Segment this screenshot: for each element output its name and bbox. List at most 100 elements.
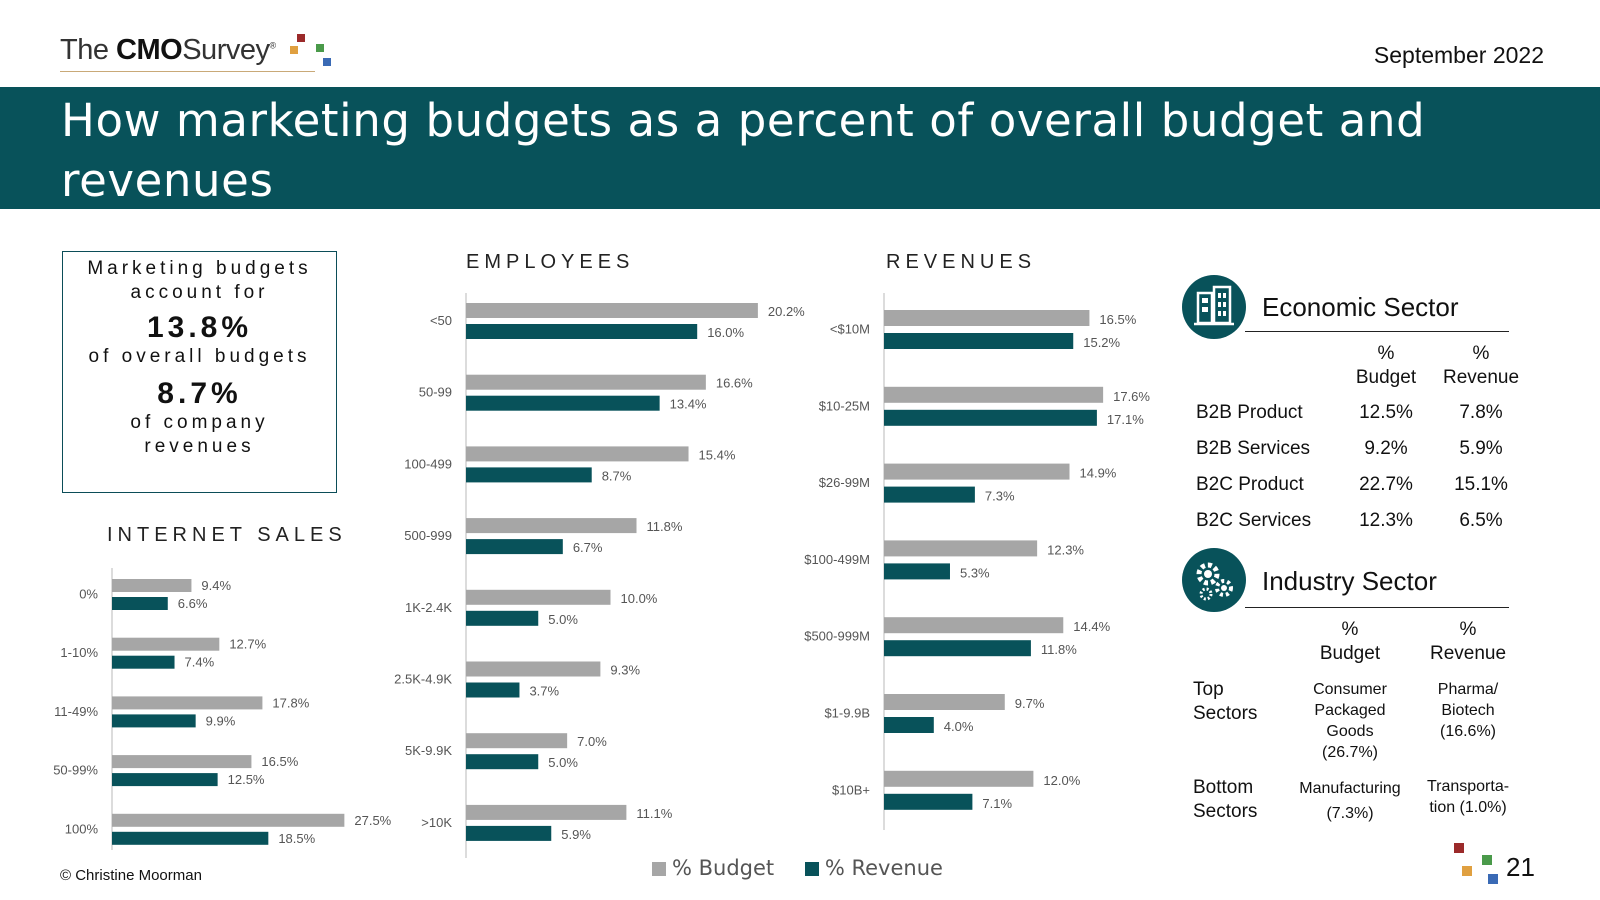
budget-bar	[884, 694, 1005, 710]
budget-bar	[112, 579, 192, 592]
revenue-bar	[884, 409, 1097, 426]
revenue-bar	[466, 467, 592, 483]
legend-revenue-label: % Revenue	[824, 856, 943, 880]
economic-budget-header: % Budget	[1341, 342, 1431, 390]
category-label: $26-99M	[819, 475, 870, 490]
bottom-revenue-line: Transporta-	[1426, 778, 1510, 795]
value-label: 15.4%	[699, 447, 736, 462]
budget-bar	[466, 374, 706, 390]
page-number: 21	[1506, 852, 1535, 882]
chart-legend: % Budget % Revenue	[652, 856, 967, 880]
value-label: 11.8%	[1041, 642, 1077, 657]
bottom-sectors-label: Bottom Sectors	[1193, 776, 1273, 824]
budget-bar	[884, 386, 1104, 403]
top-revenue-line: Biotech	[1441, 702, 1495, 719]
economic-sector-title: Economic Sector	[1262, 292, 1459, 322]
economic-row-budget: 12.3%	[1359, 510, 1413, 531]
value-label: 16.5%	[1099, 312, 1136, 327]
value-label: 16.6%	[716, 376, 753, 391]
budget-bar	[884, 770, 1034, 787]
revenue-bar	[466, 539, 563, 555]
logo-square-green	[316, 44, 324, 52]
summary-callout: Marketing budgets account for 13.8% of o…	[62, 251, 337, 493]
budget-bar	[466, 303, 758, 318]
bottom-sector-revenue: Transporta- tion (1.0%)	[1408, 776, 1528, 818]
title-line-2: vary by firm/industry breakouts	[61, 214, 790, 267]
category-label: 5K-9.9K	[405, 743, 452, 758]
callout-line-3: of overall budgets	[88, 346, 311, 367]
callout-line-2: account for	[130, 282, 269, 303]
value-label: 17.1%	[1107, 412, 1144, 427]
revenue-bar	[112, 655, 175, 669]
value-label: 5.3%	[960, 565, 990, 580]
economic-budget-label: Budget	[1355, 367, 1417, 388]
economic-row-revenue: 5.9%	[1459, 438, 1503, 459]
value-label: 7.1%	[982, 796, 1012, 811]
revenue-bar	[112, 773, 218, 787]
budget-bar	[884, 540, 1038, 557]
revenue-bar	[466, 610, 539, 626]
category-label: >10K	[421, 815, 452, 830]
bottom-sectors-label-1: Bottom	[1193, 777, 1254, 798]
value-label: 27.5%	[354, 813, 391, 828]
category-label: 11-49%	[54, 704, 98, 719]
revenue-bar	[884, 486, 975, 503]
budget-bar	[466, 661, 601, 677]
top-budget-line: (26.7%)	[1321, 744, 1379, 761]
value-label: 11.8%	[647, 519, 683, 534]
legend-budget-label: % Budget	[672, 856, 775, 880]
top-budget-line: Consumer	[1313, 681, 1387, 698]
revenues-title: REVENUES	[886, 251, 1037, 273]
footer-square-green	[1482, 855, 1492, 865]
legend-budget-swatch	[652, 862, 666, 876]
logo-square-orange	[290, 46, 298, 54]
economic-row-budget: 12.5%	[1359, 402, 1413, 423]
value-label: 20.2%	[768, 304, 805, 319]
budget-bar	[884, 310, 1090, 326]
category-label: 100%	[65, 821, 99, 836]
economic-row-label: B2C Services	[1196, 510, 1312, 531]
budget-bar	[112, 813, 345, 827]
value-label: 12.7%	[229, 637, 266, 652]
value-label: 17.8%	[272, 695, 309, 710]
revenue-bar	[466, 754, 539, 770]
revenue-bar	[466, 395, 660, 411]
category-label: <$10M	[830, 322, 870, 337]
value-label: 12.0%	[1043, 773, 1080, 788]
category-label: 100-499	[404, 456, 452, 471]
bottom-revenue-line: tion (1.0%)	[1429, 799, 1507, 816]
value-label: 7.4%	[185, 655, 215, 670]
industry-revenue-label: Revenue	[1429, 643, 1507, 664]
top-sectors-label-1: Top	[1193, 679, 1224, 700]
value-label: 11.1%	[636, 806, 672, 821]
value-label: 9.7%	[1015, 696, 1045, 711]
economic-budget-pct: %	[1377, 343, 1395, 364]
revenue-bar	[884, 640, 1031, 657]
budget-bar	[884, 463, 1070, 480]
buildings-icon	[1182, 275, 1246, 339]
budget-bar	[112, 637, 220, 651]
economic-row-label: B2B Services	[1196, 438, 1311, 459]
top-revenue-line: (16.6%)	[1439, 723, 1497, 740]
economic-row-budget: 22.7%	[1359, 474, 1413, 495]
category-label: 1-10%	[60, 645, 98, 660]
industry-revenue-header: % Revenue	[1423, 618, 1513, 666]
legend-revenue: % Revenue	[804, 856, 943, 880]
category-label: 0%	[79, 587, 98, 602]
value-label: 18.5%	[278, 831, 315, 846]
callout-line-1: Marketing budgets	[87, 258, 312, 279]
category-label: 1K-2.4K	[405, 600, 452, 615]
category-label: $1-9.9B	[824, 706, 870, 721]
value-label: 5.9%	[561, 827, 591, 842]
revenue-bar	[884, 717, 934, 733]
top-sectors-label-2: Sectors	[1193, 703, 1258, 724]
economic-revenue-pct: %	[1472, 343, 1490, 364]
budget-bar	[466, 733, 568, 749]
budget-bar	[466, 518, 637, 534]
category-label: $100-499M	[804, 552, 870, 567]
value-label: 9.4%	[201, 578, 231, 593]
value-label: 9.3%	[610, 663, 640, 678]
top-budget-line: Packaged	[1314, 702, 1386, 719]
value-label: 14.9%	[1080, 466, 1117, 481]
